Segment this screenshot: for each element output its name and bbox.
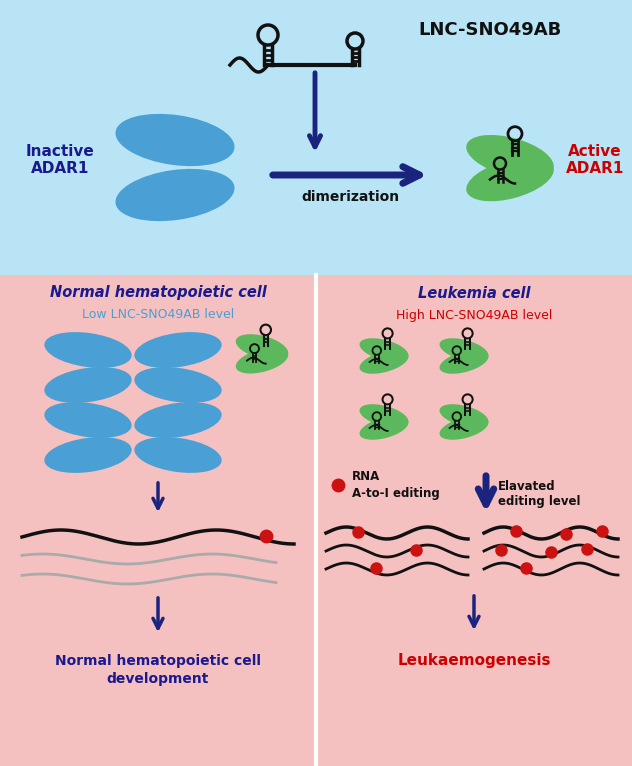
Ellipse shape [360, 350, 408, 374]
FancyArrowPatch shape [273, 167, 420, 183]
Text: Leukaemogenesis: Leukaemogenesis [398, 653, 550, 667]
Ellipse shape [116, 169, 234, 221]
Ellipse shape [44, 402, 131, 438]
Ellipse shape [439, 350, 489, 374]
Ellipse shape [236, 348, 288, 374]
Ellipse shape [466, 135, 554, 178]
Ellipse shape [135, 437, 222, 473]
Bar [0, 275, 316, 766]
Ellipse shape [44, 367, 131, 403]
Ellipse shape [360, 404, 408, 427]
Text: Inactive
ADAR1: Inactive ADAR1 [26, 144, 94, 176]
Text: High LNC-SNO49AB level: High LNC-SNO49AB level [396, 309, 552, 322]
Text: Low LNC-SNO49AB level: Low LNC-SNO49AB level [82, 309, 234, 322]
Ellipse shape [236, 334, 288, 360]
FancyArrowPatch shape [310, 73, 320, 147]
FancyArrowPatch shape [478, 476, 494, 505]
FancyArrowPatch shape [469, 596, 479, 627]
Text: Normal hematopoietic cell: Normal hematopoietic cell [50, 286, 266, 300]
Ellipse shape [466, 158, 554, 201]
Ellipse shape [44, 437, 131, 473]
Text: Leukemia cell: Leukemia cell [418, 286, 530, 300]
Ellipse shape [360, 416, 408, 440]
Ellipse shape [44, 332, 131, 368]
Ellipse shape [439, 404, 489, 427]
Ellipse shape [135, 332, 222, 368]
Text: dimerization: dimerization [301, 190, 399, 204]
Ellipse shape [135, 402, 222, 438]
Ellipse shape [135, 367, 222, 403]
Bar [316, 275, 632, 766]
Ellipse shape [439, 339, 489, 362]
FancyArrowPatch shape [153, 597, 163, 628]
Bar [0, 0, 632, 275]
Ellipse shape [116, 114, 234, 166]
Text: Elavated
editing level: Elavated editing level [498, 480, 581, 509]
Text: Active
ADAR1: Active ADAR1 [566, 144, 624, 176]
Ellipse shape [360, 339, 408, 362]
Text: Normal hematopoietic cell
development: Normal hematopoietic cell development [55, 654, 261, 686]
Text: RNA
A-to-I editing: RNA A-to-I editing [352, 470, 440, 499]
FancyArrowPatch shape [153, 483, 163, 509]
Text: LNC-SNO49AB: LNC-SNO49AB [418, 21, 562, 39]
Ellipse shape [439, 416, 489, 440]
